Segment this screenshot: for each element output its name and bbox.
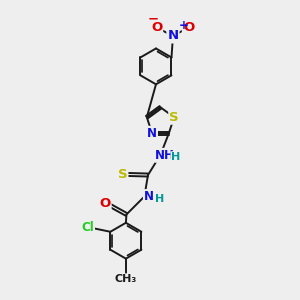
Text: O: O bbox=[183, 21, 194, 34]
Text: N: N bbox=[144, 190, 154, 203]
Text: H: H bbox=[171, 152, 181, 162]
Text: CH₃: CH₃ bbox=[115, 274, 137, 284]
Text: −: − bbox=[148, 12, 159, 25]
Text: O: O bbox=[151, 21, 162, 34]
Text: S: S bbox=[118, 168, 128, 181]
Text: S: S bbox=[169, 111, 179, 124]
Text: N: N bbox=[167, 29, 178, 42]
Text: Cl: Cl bbox=[81, 221, 94, 234]
Text: NH: NH bbox=[155, 149, 175, 162]
Text: N: N bbox=[147, 127, 157, 140]
Text: H: H bbox=[155, 194, 164, 204]
Text: O: O bbox=[99, 197, 111, 211]
Text: +: + bbox=[179, 20, 188, 32]
